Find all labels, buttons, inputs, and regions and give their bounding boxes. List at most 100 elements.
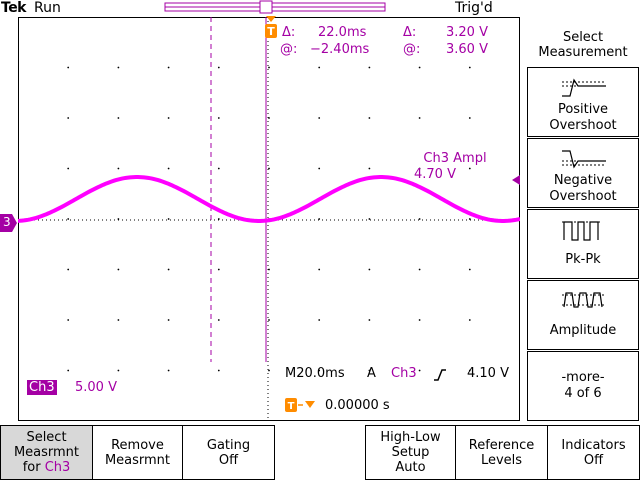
positive-overshoot-button[interactable]: Positive Overshoot — [527, 67, 639, 137]
cursor-delta-volt: 3.20 V — [446, 25, 488, 40]
graticule-grid — [67, 66, 471, 372]
gating-button[interactable]: Gating Off — [182, 425, 275, 480]
grid-dot — [368, 268, 371, 271]
trigger-position-marker[interactable]: T — [264, 0, 278, 40]
grid-dot — [268, 369, 270, 372]
grid-dot — [117, 117, 120, 119]
pk-pk-button[interactable]: Pk-Pk — [527, 209, 639, 279]
grid-dot — [167, 369, 170, 372]
acquisition-state: Run — [34, 0, 61, 16]
grid-dot — [117, 319, 120, 321]
positive-overshoot-icon — [562, 78, 606, 97]
grid-dot — [468, 218, 471, 220]
grid-dot — [268, 167, 270, 170]
high-low-setup-button[interactable]: High-Low Setup Auto — [365, 425, 456, 480]
grid-dot — [468, 268, 471, 271]
grid-dot — [468, 167, 471, 170]
grid-dot — [268, 66, 270, 69]
select-measrmnt-button[interactable]: Select Measrmnt for Ch3 — [0, 425, 93, 480]
select-measrmnt-line3: for Ch3 — [23, 460, 71, 475]
grid-dot — [67, 268, 70, 271]
svg-text:T: T — [288, 401, 295, 412]
ch3-ground-marker[interactable] — [0, 214, 18, 232]
select-measrmnt-line3-prefix: for — [22, 460, 45, 475]
cursor-at-volt-label: @: — [403, 42, 421, 57]
grid-dot — [418, 369, 421, 372]
grid-dot — [268, 268, 270, 271]
trigger-position-icon: T — [285, 398, 315, 412]
grid-dot — [167, 117, 170, 119]
grid-dot — [418, 268, 421, 271]
pk-pk-icon — [562, 221, 602, 241]
amplitude-label: Amplitude — [549, 323, 617, 338]
measurement-value: 4.70 V — [414, 167, 456, 182]
cursor-at-time: −2.40ms — [310, 42, 370, 57]
trigger-source: Ch3 — [391, 366, 417, 381]
remove-measrmnt-button[interactable]: Remove Measrmnt — [92, 425, 183, 480]
indicators-line2: Off — [583, 452, 604, 468]
waveform-display[interactable] — [18, 17, 520, 421]
grid-dot — [167, 319, 170, 321]
grid-dot — [418, 167, 421, 170]
reference-levels-button[interactable]: Reference Levels — [455, 425, 548, 480]
cursor-delta-volt-label: Δ: — [403, 25, 417, 40]
grid-dot — [67, 369, 70, 372]
grid-dot — [117, 268, 120, 271]
reference-levels-line2: Levels — [480, 452, 523, 468]
brand-logo: Tek — [1, 0, 27, 16]
grid-dot — [268, 117, 270, 119]
grid-dot — [117, 218, 120, 220]
negative-overshoot-icon — [562, 150, 606, 169]
record-view-bar — [164, 0, 386, 14]
grid-dot — [217, 66, 220, 69]
grid-dot — [117, 66, 120, 69]
more-button[interactable]: -more- 4 of 6 — [527, 351, 639, 421]
grid-dot — [418, 117, 421, 119]
grid-dot — [117, 167, 120, 170]
grid-dot — [318, 218, 321, 220]
grid-dot — [167, 66, 170, 69]
more-label1: -more- — [561, 370, 605, 385]
grid-dot — [368, 66, 371, 69]
grid-dot — [217, 319, 220, 321]
measurement-level-marker — [512, 175, 520, 185]
grid-dot — [368, 319, 371, 321]
negative-overshoot-label1: Negative — [553, 173, 613, 188]
cursor-delta-time: 22.0ms — [318, 25, 367, 40]
indicators-button[interactable]: Indicators Off — [547, 425, 640, 480]
cursor-at-time-label: @: — [280, 42, 298, 57]
grid-dot — [167, 268, 170, 271]
side-menu-title-line2: Measurement — [538, 45, 628, 60]
grid-dot — [67, 167, 70, 170]
measurement-name: Ch3 Ampl — [423, 151, 487, 166]
grid-dot — [217, 167, 220, 170]
trigger-position-value: 0.00000 s — [325, 398, 390, 413]
cursor-at-volt: 3.60 V — [446, 42, 488, 57]
grid-dot — [318, 66, 321, 69]
side-menu-title-line1: Select — [562, 30, 604, 45]
side-menu-title: Select Measurement — [528, 30, 638, 60]
ch3-label-badge[interactable]: Ch3 — [27, 380, 57, 395]
grid-dot — [67, 66, 70, 69]
grid-dot — [318, 268, 321, 271]
grid-dot — [418, 66, 421, 69]
negative-overshoot-button[interactable]: Negative Overshoot — [527, 138, 639, 208]
amplitude-icon — [562, 292, 606, 308]
pk-pk-label: Pk-Pk — [565, 252, 601, 267]
remove-measrmnt-line2: Measrmnt — [104, 452, 171, 468]
grid-dot — [318, 117, 321, 119]
grid-dot — [468, 369, 471, 372]
amplitude-button[interactable]: Amplitude — [527, 280, 639, 350]
grid-dot — [67, 218, 70, 220]
grid-dot — [318, 369, 321, 372]
grid-dot — [167, 218, 170, 220]
trigger-coupling: A — [367, 366, 376, 381]
grid-dot — [368, 117, 371, 119]
select-measrmnt-line1: Select — [26, 430, 67, 445]
ch3-marker-label: 3 — [3, 215, 11, 229]
trigger-level: 4.10 V — [467, 366, 509, 381]
grid-dot — [368, 167, 371, 170]
grid-dot — [67, 319, 70, 321]
grid-dot — [217, 218, 220, 220]
grid-dot — [368, 218, 371, 220]
